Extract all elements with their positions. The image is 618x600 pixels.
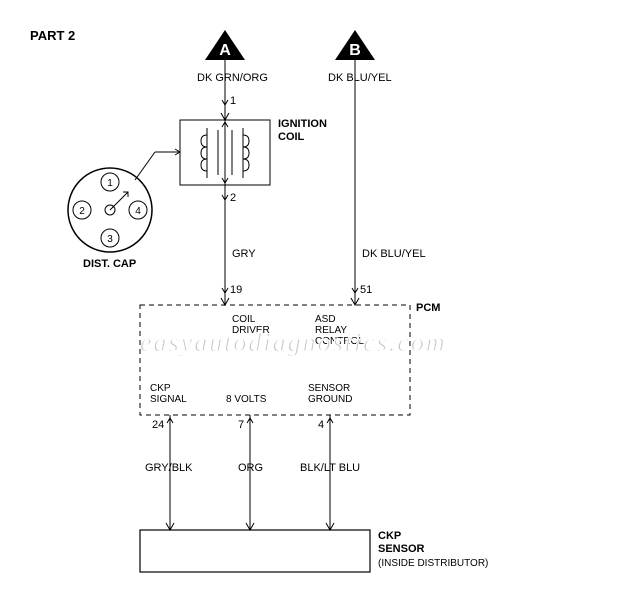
pcm-label: PCM [416,302,440,314]
asd-relay-label: ASD RELAY CONTROL [315,314,364,347]
wire-gry-blk: GRY/BLK [145,462,193,474]
sensor-ground-label: SENSOR GROUND [308,383,352,405]
ignition-coil-label: IGNITION COIL [278,118,327,144]
node-a-triangle: A [205,30,245,60]
pin-19: 19 [230,284,242,296]
svg-text:B: B [349,42,361,59]
wire-blk-ltblu: BLK/LT BLU [300,462,360,474]
svg-text:4: 4 [135,206,141,217]
svg-text:2: 2 [79,206,85,217]
ckp-sensor-sublabel: (INSIDE DISTRIBUTOR) [378,558,488,569]
node-b-triangle: B [335,30,375,60]
pin-7: 7 [238,419,244,431]
ckp-sensor-box [140,530,370,572]
pin-24: 24 [152,419,164,431]
pin-51: 51 [360,284,372,296]
pin-1: 1 [230,95,236,107]
pin-2: 2 [230,192,236,204]
coil-driver-label: COIL DRIVER [232,314,270,336]
wiring-diagram: A B [0,0,618,600]
pin-4: 4 [318,419,324,431]
ignition-coil [135,120,270,185]
wire-gry: GRY [232,248,256,260]
wire-org: ORG [238,462,263,474]
svg-text:1: 1 [107,178,113,189]
ckp-signal-label: CKP SIGNAL [150,383,187,405]
ckp-sensor-label: CKP SENSOR [378,530,424,556]
svg-text:3: 3 [107,234,113,245]
distributor-cap: 1 2 3 4 [68,168,152,252]
dist-cap-label: DIST. CAP [83,258,136,270]
svg-text:A: A [219,42,231,59]
eight-volts-label: 8 VOLTS [226,394,266,405]
part-title: PART 2 [30,28,75,43]
wire-label-a: DK GRN/ORG [197,72,268,84]
wire-label-b-top: DK BLU/YEL [328,72,392,84]
wire-dkblu-mid: DK BLU/YEL [362,248,426,260]
